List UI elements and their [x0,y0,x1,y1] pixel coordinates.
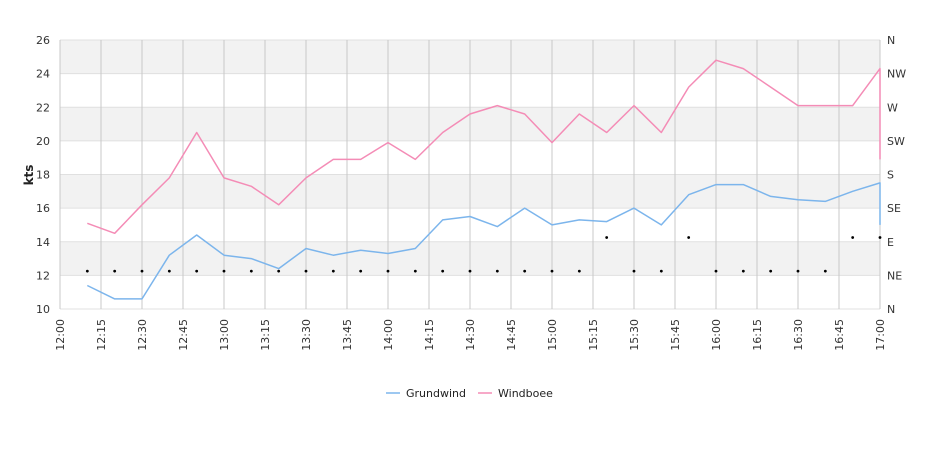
legend-label: Grundwind [406,387,466,400]
x-tick-label: 16:45 [833,319,846,351]
y-tick-label: 22 [36,101,50,114]
y-tick-label: 26 [36,34,50,47]
right-tick-label: N [887,34,895,47]
direction-point [304,269,308,273]
direction-point [140,269,144,273]
direction-point [277,269,281,273]
direction-point [659,269,663,273]
direction-point [550,269,554,273]
series-line-grundwind [86,182,881,300]
direction-point [85,269,89,273]
x-tick-label: 12:30 [136,319,149,351]
legend-label: Windboee [498,387,553,400]
direction-point [632,269,636,273]
direction-point [249,269,253,273]
direction-point [495,269,499,273]
y-tick-label: 24 [36,68,50,81]
x-tick-label: 14:45 [505,319,518,351]
right-tick-label: SE [887,202,901,215]
x-tick-label: 16:30 [792,319,805,351]
x-tick-label: 12:00 [54,319,67,351]
y-axis-title: kts [22,165,36,186]
x-tick-label: 16:15 [751,319,764,351]
direction-point [468,269,472,273]
direction-point [769,269,773,273]
x-tick-label: 12:45 [177,319,190,351]
x-tick-label: 13:30 [300,319,313,351]
x-tick-label: 17:00 [874,319,887,351]
direction-point [741,269,745,273]
y-tick-label: 12 [36,269,50,282]
legend[interactable]: Grundwind Windboee [386,387,553,400]
right-tick-label: N [887,303,895,316]
direction-point [441,269,445,273]
right-tick-label: E [887,236,894,249]
x-tick-label: 15:15 [587,319,600,351]
right-tick-label: W [887,101,898,114]
direction-point [413,269,417,273]
right-tick-label: NW [887,68,906,81]
direction-point [714,269,718,273]
y-tick-label: 10 [36,303,50,316]
y-axis-left: 10 12 14 16 18 20 22 24 26 [36,34,50,316]
y-tick-label: 20 [36,135,50,148]
direction-point [523,269,527,273]
direction-point [687,236,691,239]
x-tick-label: 13:00 [218,319,231,351]
right-tick-label: SW [887,135,905,148]
right-tick-label: S [887,169,894,182]
direction-point [878,236,882,239]
direction-point [823,269,827,273]
x-axis: 12:00 12:15 12:30 12:45 13:00 13:15 13:30 13:45… [54,319,887,351]
right-tick-label: NE [887,269,902,282]
x-tick-label: 13:45 [341,319,354,351]
direction-point [851,236,855,239]
series-line-windboee [87,59,881,235]
series-lines [86,59,881,300]
direction-point [195,269,199,273]
direction-point [222,269,226,273]
grid-lines [59,39,881,310]
y-tick-label: 16 [36,202,50,215]
x-tick-label: 15:00 [546,319,559,351]
direction-point [167,269,171,273]
y-tick-label: 14 [36,236,50,249]
y-tick-label: 18 [36,169,50,182]
direction-point [386,269,390,273]
x-tick-label: 15:45 [669,319,682,351]
x-tick-label: 14:30 [464,319,477,351]
y-axis-right: N NE E SE S SW W NW N [887,34,906,316]
direction-point [796,269,800,273]
direction-point [331,269,335,273]
direction-point [113,269,117,273]
x-tick-label: 14:15 [423,319,436,351]
x-tick-label: 14:00 [382,319,395,351]
x-tick-label: 12:15 [95,319,108,351]
direction-point [577,269,581,273]
direction-point [359,269,363,273]
x-tick-label: 16:00 [710,319,723,351]
x-tick-label: 13:15 [259,319,272,351]
direction-point [605,236,609,239]
direction-markers [85,236,882,273]
x-tick-label: 15:30 [628,319,641,351]
